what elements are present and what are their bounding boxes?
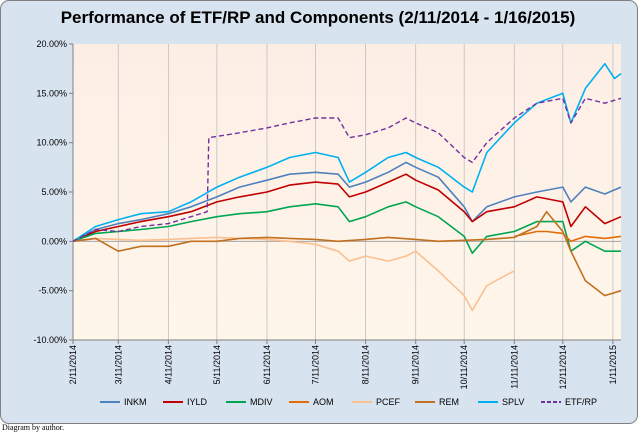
legend-label: AOM <box>313 397 334 407</box>
series-lines <box>72 62 622 312</box>
series-line-etf-rp <box>72 97 622 242</box>
y-tick-labels: -10.00% -5.00% 0.00% 5.00% 10.00% 15.00% 20.00… <box>33 39 67 345</box>
series-line-inkm <box>72 161 622 243</box>
x-tick-labels: 2/11/2014 3/11/2014 4/11/2014 5/11/2014 6/11… <box>68 345 618 389</box>
x-tick-label: 8/11/2014 <box>361 345 371 384</box>
x-tick-label: 3/11/2014 <box>113 345 123 384</box>
x-tick-label: 4/11/2014 <box>163 345 173 384</box>
series-line-splv <box>72 62 622 242</box>
y-tick-label: 5.00% <box>41 187 67 197</box>
series-line-mdiv <box>72 201 621 254</box>
chart-title: Performance of ETF/RP and Components (2/… <box>60 8 576 27</box>
legend-label: REM <box>439 397 459 407</box>
legend-label: SPLV <box>502 397 524 407</box>
y-tick-label: -10.00% <box>33 335 67 345</box>
series-line-iyld <box>72 173 622 243</box>
series-line-aom <box>514 230 622 243</box>
series-line-pcef <box>72 236 515 312</box>
x-tick-label: 2/11/2014 <box>68 345 78 384</box>
y-tick-label: 15.00% <box>36 88 67 98</box>
x-tick-label: 5/11/2014 <box>212 345 222 384</box>
x-tick-label: 6/11/2014 <box>262 345 272 384</box>
legend-label: IYLD <box>187 397 208 407</box>
legend: INKM IYLD MDIV AOM PCEF REM SPLV ETF/RP <box>100 397 597 407</box>
caption: Diagram by author. <box>2 423 64 432</box>
legend-label: INKM <box>124 397 147 407</box>
series-line-rem <box>72 210 622 297</box>
legend-label: ETF/RP <box>565 397 597 407</box>
x-tick-label: 1/11/2015 <box>608 345 618 384</box>
legend-label: MDIV <box>250 397 273 407</box>
y-tick-label: 0.00% <box>41 236 67 246</box>
x-tick-label: 10/11/2014 <box>459 345 469 389</box>
x-tick-label: 7/11/2014 <box>310 345 320 384</box>
y-tick-label: 10.00% <box>36 138 67 148</box>
y-tick-label: -5.00% <box>38 286 67 296</box>
x-tick-label: 9/11/2014 <box>411 345 421 384</box>
x-tick-label: 11/11/2014 <box>509 345 519 389</box>
legend-label: PCEF <box>376 397 401 407</box>
y-tick-label: 20.00% <box>36 39 67 49</box>
x-tick-label: 12/11/2014 <box>558 345 568 389</box>
plot-area <box>73 44 621 340</box>
